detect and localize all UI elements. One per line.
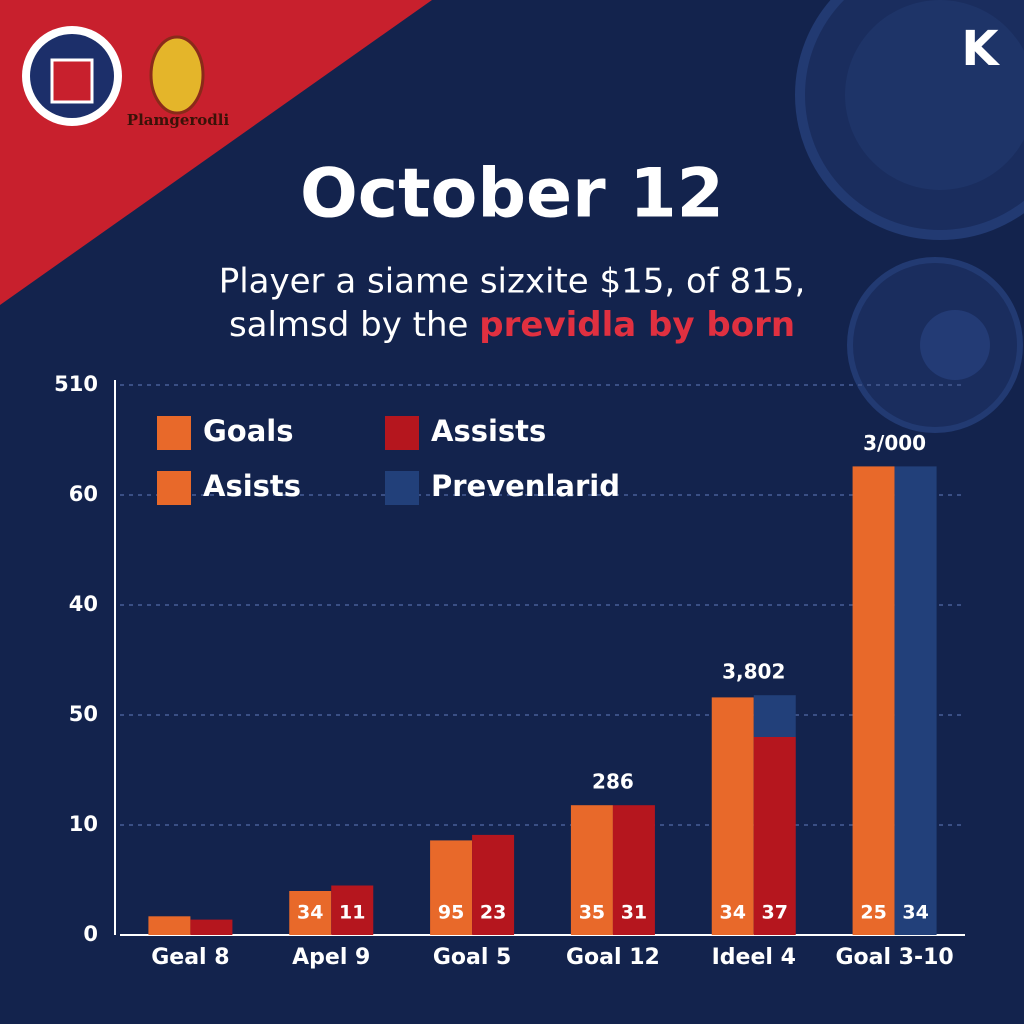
x-tick-label: Geal 8: [151, 945, 229, 970]
legend-label: Asists: [203, 469, 301, 503]
y-tick-label: 0: [83, 922, 98, 946]
x-tick-label: Goal 12: [566, 945, 660, 970]
annotation: 3,802: [722, 660, 785, 684]
legend-swatch: [385, 471, 419, 505]
bar-label: 37: [762, 902, 788, 924]
bar: [331, 885, 374, 935]
annotation: 286: [592, 770, 634, 794]
bar-label: 35: [579, 902, 605, 924]
legend-swatch: [157, 471, 191, 505]
bar: [753, 695, 796, 737]
y-tick-label: 510: [54, 372, 98, 396]
ball-decoration: [845, 0, 1024, 190]
subtitle-text: salmsd by the: [229, 305, 469, 345]
ball-decoration: [920, 310, 990, 380]
bar-label: 11: [339, 902, 365, 924]
legend-label: Prevenlarid: [431, 469, 620, 503]
legend-label: Assists: [431, 414, 546, 448]
bar-label: 23: [480, 902, 506, 924]
brand-logo: K: [961, 21, 1000, 77]
bar: [148, 916, 191, 935]
y-tick-label: 40: [69, 592, 98, 616]
bar: [190, 919, 233, 935]
club-crest: [50, 58, 94, 104]
subtitle: Player a siame sizxite $15, of 815,: [219, 262, 806, 302]
bar-label: 95: [438, 902, 464, 924]
bar: [711, 697, 754, 935]
bar: [430, 840, 473, 935]
bar: [612, 805, 655, 935]
club-crest: [149, 35, 205, 115]
bar: [570, 805, 613, 935]
bar-label: 31: [621, 902, 647, 924]
bar-label: 34: [720, 902, 746, 924]
subtitle: salmsd by the previdla by born: [229, 305, 795, 345]
y-tick-label: 10: [69, 812, 98, 836]
bar: [472, 834, 515, 935]
legend-swatch: [385, 416, 419, 450]
legend-swatch: [157, 416, 191, 450]
x-tick-label: Ideel 4: [712, 945, 796, 970]
bar: [289, 891, 332, 935]
x-tick-label: Apel 9: [292, 945, 370, 970]
bar: [852, 466, 895, 935]
subtitle-highlight: previdla by born: [479, 305, 795, 345]
bar: [753, 737, 796, 935]
y-tick-label: 50: [69, 702, 98, 726]
annotation: 3/000: [863, 431, 926, 455]
bar-label: 34: [902, 902, 928, 924]
x-tick-label: Goal 3-10: [835, 945, 953, 970]
legend-label: Goals: [203, 414, 294, 448]
x-tick-label: Goal 5: [433, 945, 512, 970]
chart-title: October 12: [300, 155, 724, 234]
bar-label: 25: [860, 902, 886, 924]
logo-text: Plamgerodli: [127, 111, 230, 129]
bar: [894, 466, 937, 935]
bar-label: 34: [297, 902, 323, 924]
y-tick-label: 60: [69, 482, 98, 506]
